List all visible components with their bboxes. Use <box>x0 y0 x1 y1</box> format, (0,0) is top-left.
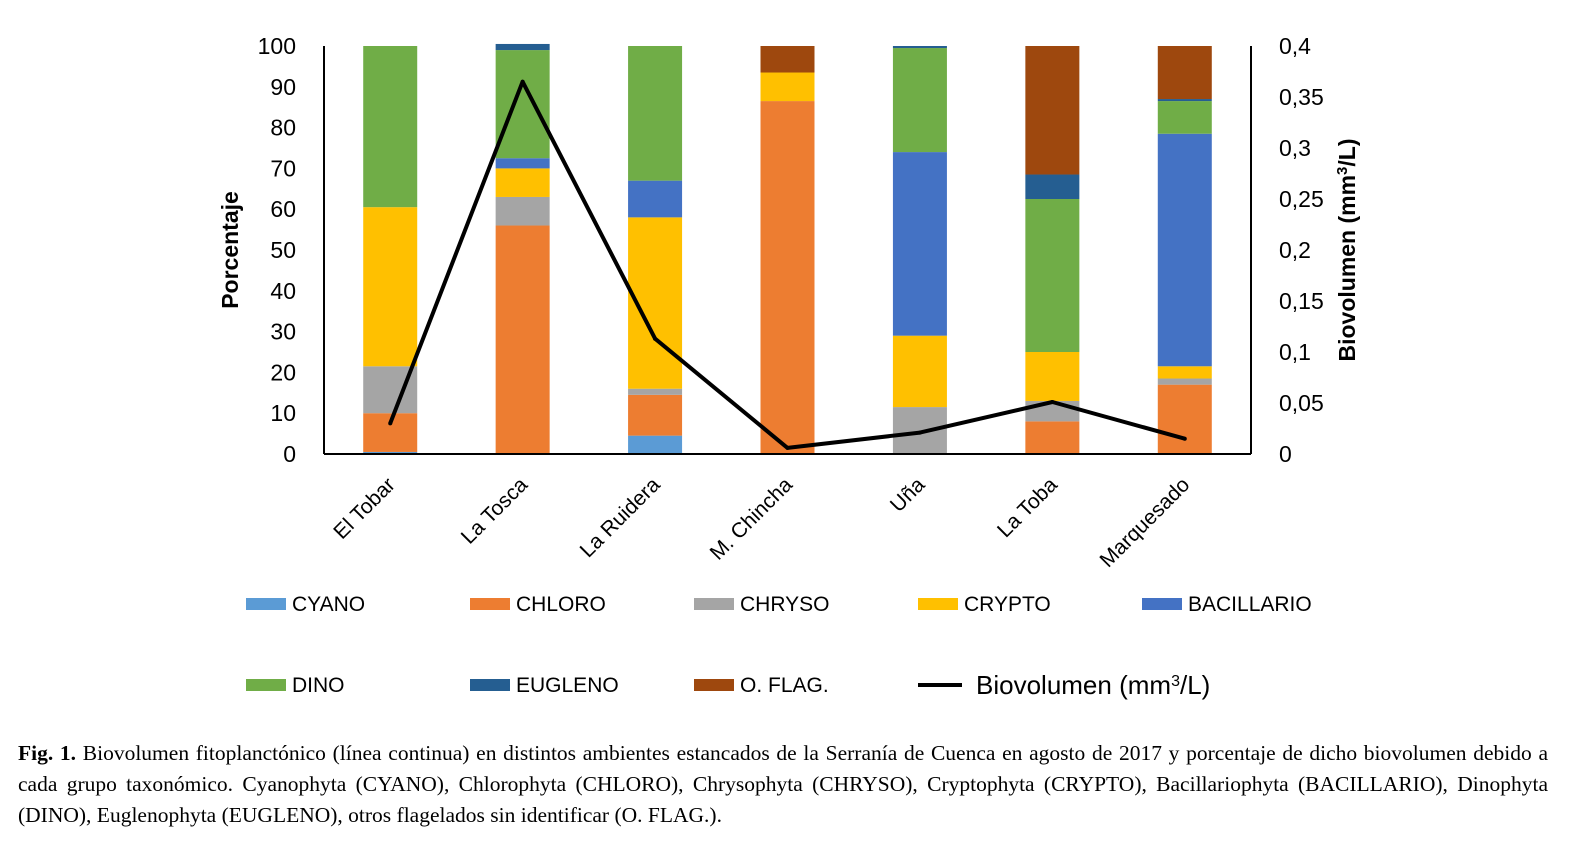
legend-swatch-chryso <box>694 598 734 610</box>
bar-crypto-m-chincha <box>760 72 815 102</box>
bar-dino-u-a <box>892 48 947 153</box>
bar-cyano-el-tobar <box>363 451 418 454</box>
bar-bacillario-la-tosca <box>495 158 550 169</box>
legend-swatch-cyano <box>246 598 286 610</box>
bar-cyano-la-ruidera <box>628 435 683 454</box>
figure-caption-label: Fig. 1. <box>18 741 77 765</box>
bar-chloro-la-toba <box>1025 421 1080 454</box>
bar-eugleno-u-a <box>892 46 947 49</box>
bar-chryso-la-tosca <box>495 196 550 226</box>
legend-swatch-crypto <box>918 598 958 610</box>
x-tick-label-marquesado: Marquesado <box>1096 473 1195 572</box>
biovolumen-line-layer <box>388 79 1187 450</box>
legend-label-chryso: CHRYSO <box>740 593 829 616</box>
bar-chloro-marquesado <box>1157 384 1212 454</box>
bar-crypto-la-toba <box>1025 352 1080 401</box>
legend: CYANO CHLORO CHRYSO CRYPTO BACILLARIO DINO EUG… <box>246 593 1312 700</box>
y-tick-label: 100 <box>258 33 296 59</box>
legend-label-chloro: CHLORO <box>516 593 606 616</box>
legend-swatch-eugleno <box>470 679 510 691</box>
y-tick-label: 60 <box>270 196 296 222</box>
bar-bacillario-marquesado <box>1157 133 1212 367</box>
y-tick-label: 20 <box>270 359 296 385</box>
y2-tick-label: 0,15 <box>1279 288 1324 314</box>
bar-crypto-u-a <box>892 335 947 408</box>
y-axis-title: Porcentaje <box>217 191 243 309</box>
bars-layer <box>363 43 1212 454</box>
bar-chryso-marquesado <box>1157 378 1212 385</box>
y2-tick-label: 0,4 <box>1279 33 1311 59</box>
y-tick-label: 90 <box>270 74 296 100</box>
x-tick-label-m-chincha: M. Chincha <box>706 473 798 565</box>
bar-dino-el-tobar <box>363 46 418 208</box>
biovolumen-point-la-ruidera <box>653 336 658 341</box>
biovolumen-point-el-tobar <box>388 421 393 426</box>
bar-dino-la-ruidera <box>628 46 683 181</box>
figure-caption: Fig. 1. Biovolumen fitoplanctónico (líne… <box>18 738 1548 831</box>
x-tick-label-u-a: Uña <box>886 473 930 517</box>
bar-chryso-la-ruidera <box>628 388 683 395</box>
y2-tick-label: 0,3 <box>1279 135 1311 161</box>
x-tick-label-la-tosca: La Tosca <box>457 473 533 549</box>
bar-o-flag-la-toba <box>1025 46 1080 175</box>
y2-tick-label: 0,2 <box>1279 237 1311 263</box>
legend-swatch-o-flag <box>694 679 734 691</box>
y-tick-label: 50 <box>270 237 296 263</box>
y-tick-label: 40 <box>270 278 296 304</box>
biovolumen-point-la-toba <box>1050 399 1055 404</box>
bar-crypto-la-tosca <box>495 168 550 197</box>
y-tick-label: 80 <box>270 115 296 141</box>
legend-label-eugleno: EUGLENO <box>516 674 619 697</box>
biovolumen-point-u-a <box>917 430 922 435</box>
bar-chloro-m-chincha <box>760 101 815 454</box>
x-tick-label-la-ruidera: La Ruidera <box>576 473 665 562</box>
y2-tick-label: 0 <box>1279 441 1292 467</box>
x-tick-label-la-toba: La Toba <box>993 473 1062 542</box>
y2-tick-label: 0,25 <box>1279 186 1324 212</box>
y-tick-label: 30 <box>270 319 296 345</box>
legend-label-crypto: CRYPTO <box>964 593 1051 616</box>
bar-o-flag-m-chincha <box>760 46 815 73</box>
bar-bacillario-u-a <box>892 152 947 336</box>
y2-tick-label: 0,35 <box>1279 84 1324 110</box>
biovolumen-point-m-chincha <box>785 445 790 450</box>
legend-label-dino: DINO <box>292 674 345 697</box>
y2-axis-title: Biovolumen (mm3/L) <box>1334 138 1361 361</box>
bar-eugleno-la-tosca <box>495 43 550 51</box>
y-tick-label: 70 <box>270 155 296 181</box>
figure-caption-text: Biovolumen fitoplanctónico (línea contin… <box>18 741 1548 827</box>
bar-o-flag-marquesado <box>1157 46 1212 100</box>
legend-label-bacillario: BACILLARIO <box>1188 593 1312 616</box>
bar-chloro-la-tosca <box>495 225 550 454</box>
bar-crypto-el-tobar <box>363 207 418 367</box>
y-tick-label: 0 <box>283 441 296 467</box>
bar-dino-la-toba <box>1025 199 1080 352</box>
category-labels-layer: El Tobar La Tosca La Ruidera M. Chincha Uña L… <box>329 473 1194 572</box>
bar-chloro-la-ruidera <box>628 394 683 436</box>
bar-eugleno-marquesado <box>1157 99 1212 102</box>
legend-swatch-dino <box>246 679 286 691</box>
legend-label-biovolumen: Biovolumen (mm3/L) <box>976 670 1210 700</box>
legend-label-o-flag: O. FLAG. <box>740 674 829 697</box>
bar-dino-la-tosca <box>495 50 550 159</box>
y2-tick-label: 0,1 <box>1279 339 1311 365</box>
legend-label-cyano: CYANO <box>292 593 365 616</box>
bar-eugleno-la-toba <box>1025 174 1080 199</box>
y2-tick-label: 0,05 <box>1279 390 1324 416</box>
bar-dino-marquesado <box>1157 101 1212 134</box>
biovolumen-point-la-tosca <box>520 79 525 84</box>
bar-chryso-u-a <box>892 407 947 454</box>
y-tick-label: 10 <box>270 400 296 426</box>
legend-swatch-bacillario <box>1142 598 1182 610</box>
axes-layer: 0 10 20 30 40 50 60 70 80 90 100 0 0,05 0,1 0,15 0,2 0,2… <box>217 33 1360 467</box>
bar-crypto-marquesado <box>1157 366 1212 379</box>
biovolumen-point-marquesado <box>1182 436 1187 441</box>
x-tick-label-el-tobar: El Tobar <box>329 473 399 543</box>
bar-bacillario-la-ruidera <box>628 180 683 218</box>
legend-swatch-chloro <box>470 598 510 610</box>
